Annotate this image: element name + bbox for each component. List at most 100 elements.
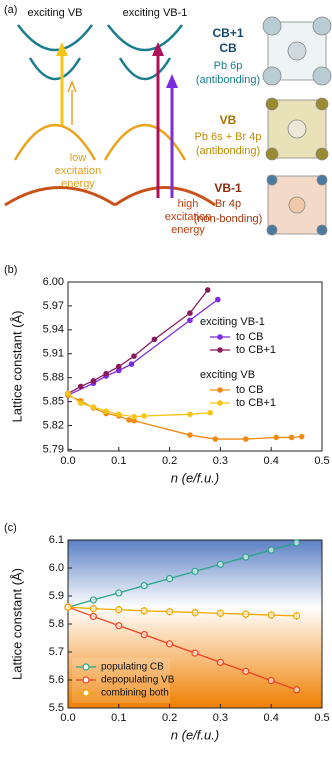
y-tick-label: 5.88 <box>43 372 64 384</box>
x-tick-label: 0.4 <box>264 712 279 724</box>
marker <box>187 310 193 316</box>
marker <box>103 370 109 377</box>
legend-label: depopulating VB <box>101 675 175 686</box>
x-tick-label: 0.1 <box>111 455 126 467</box>
marker <box>126 417 132 423</box>
marker <box>141 413 147 419</box>
marker <box>128 361 135 367</box>
marker <box>242 553 250 561</box>
series-line <box>67 606 297 617</box>
legend-title: exciting VB <box>200 369 255 381</box>
marker <box>216 658 224 666</box>
energy-note: high <box>178 198 199 210</box>
marker <box>116 367 122 374</box>
y-axis-label: Lattice constant (Å) <box>9 568 24 680</box>
marker <box>267 611 275 619</box>
plot-frame <box>67 281 323 452</box>
marker <box>64 603 72 611</box>
y-tick-label: 5.91 <box>43 348 64 360</box>
vb-curves <box>13 123 187 161</box>
band-title: CB <box>219 41 237 55</box>
x-axis-label: n (e/f.u.) <box>171 470 219 485</box>
character: (antibonding) <box>196 74 260 86</box>
y-tick-label: 6.0 <box>49 562 64 574</box>
y-tick-label: 5.9 <box>49 590 64 602</box>
marker <box>187 411 193 418</box>
marker <box>116 363 122 370</box>
band-title: CB+1 <box>212 26 243 40</box>
x-tick-label: 0.0 <box>60 712 75 724</box>
band-title: VB <box>220 113 237 127</box>
x-tick-label: 0.3 <box>213 455 228 467</box>
y-tick-label: 5.85 <box>43 395 64 407</box>
marker <box>140 631 148 639</box>
energy-note: energy <box>61 178 95 190</box>
marker <box>166 608 174 616</box>
marker <box>267 546 275 554</box>
series-line <box>67 606 297 691</box>
x-tick-label: 0.3 <box>213 712 228 724</box>
y-tick-label: 5.94 <box>43 324 64 336</box>
marker <box>293 539 301 547</box>
character: (non-bonding) <box>194 213 263 225</box>
arrows <box>56 42 178 198</box>
band-title: VB-1 <box>214 181 242 195</box>
legend-marker <box>217 400 223 406</box>
x-axis-label: n (e/f.u.) <box>171 727 219 742</box>
legend-label: combining both <box>101 688 169 699</box>
band-labels: CB+1 CB Pb 6p (antibonding) VB Pb 6s + B… <box>55 26 262 236</box>
energy-note: low <box>70 152 87 164</box>
marker <box>115 606 123 614</box>
marker <box>242 667 250 675</box>
y-tick-label: 5.8 <box>49 618 64 630</box>
marker <box>131 413 137 420</box>
marker <box>89 596 98 604</box>
y-tick-label: 5.5 <box>49 702 64 714</box>
marker <box>89 612 98 621</box>
y-tick-label: 5.97 <box>43 300 64 312</box>
marker <box>140 607 148 615</box>
x-tick-label: 0.0 <box>60 455 75 467</box>
panel-label: (b) <box>4 264 17 276</box>
marker <box>191 649 199 657</box>
marker <box>293 612 301 620</box>
x-tick-label: 0.5 <box>314 455 329 467</box>
legend-label: to CB <box>236 331 264 343</box>
series-line <box>67 289 209 395</box>
panel-label: (a) <box>4 4 17 16</box>
marker <box>166 640 174 648</box>
legend-marker <box>82 676 90 684</box>
marker <box>204 287 211 293</box>
marker <box>242 610 250 618</box>
marker <box>212 436 219 442</box>
marker <box>166 575 174 583</box>
chart: (c) 5.5 5.6 5.7 5.8 5.9 6.0 6.1 0.0 0.1 0.2 0.3 0.4 0… <box>4 522 330 743</box>
marker <box>90 404 97 410</box>
marker <box>267 676 275 685</box>
cb-curves <box>16 24 184 81</box>
y-tick-label: 5.79 <box>43 443 64 455</box>
y-tick-label: 5.82 <box>43 419 64 431</box>
y-tick-label: 5.6 <box>49 674 64 686</box>
orbital: Pb 6s + Br 4p <box>195 131 262 143</box>
marker <box>140 582 148 590</box>
y-tick-label: 6.1 <box>49 534 64 546</box>
marker <box>288 434 295 441</box>
marker <box>115 589 123 597</box>
energy-note: excitation <box>165 211 211 223</box>
marker <box>115 622 123 630</box>
marker <box>131 417 137 424</box>
character: (antibonding) <box>196 145 260 157</box>
legend-label: to CB+1 <box>236 344 276 356</box>
marker <box>191 567 199 575</box>
legend-label: to CB+1 <box>236 397 276 409</box>
marker <box>151 336 158 343</box>
x-tick-label: 0.4 <box>264 455 279 467</box>
marker <box>89 604 98 613</box>
marker <box>207 409 214 416</box>
panel-label: (c) <box>4 522 17 534</box>
chart: (b) 5.79 5.82 5.85 5.88 5.91 5.94 5.97 6.00 0.0 0.… <box>4 264 330 486</box>
marker <box>187 432 193 438</box>
panel-a: (a) exciting VB exciting VB-1 CB+1 CB Pb… <box>4 4 332 236</box>
